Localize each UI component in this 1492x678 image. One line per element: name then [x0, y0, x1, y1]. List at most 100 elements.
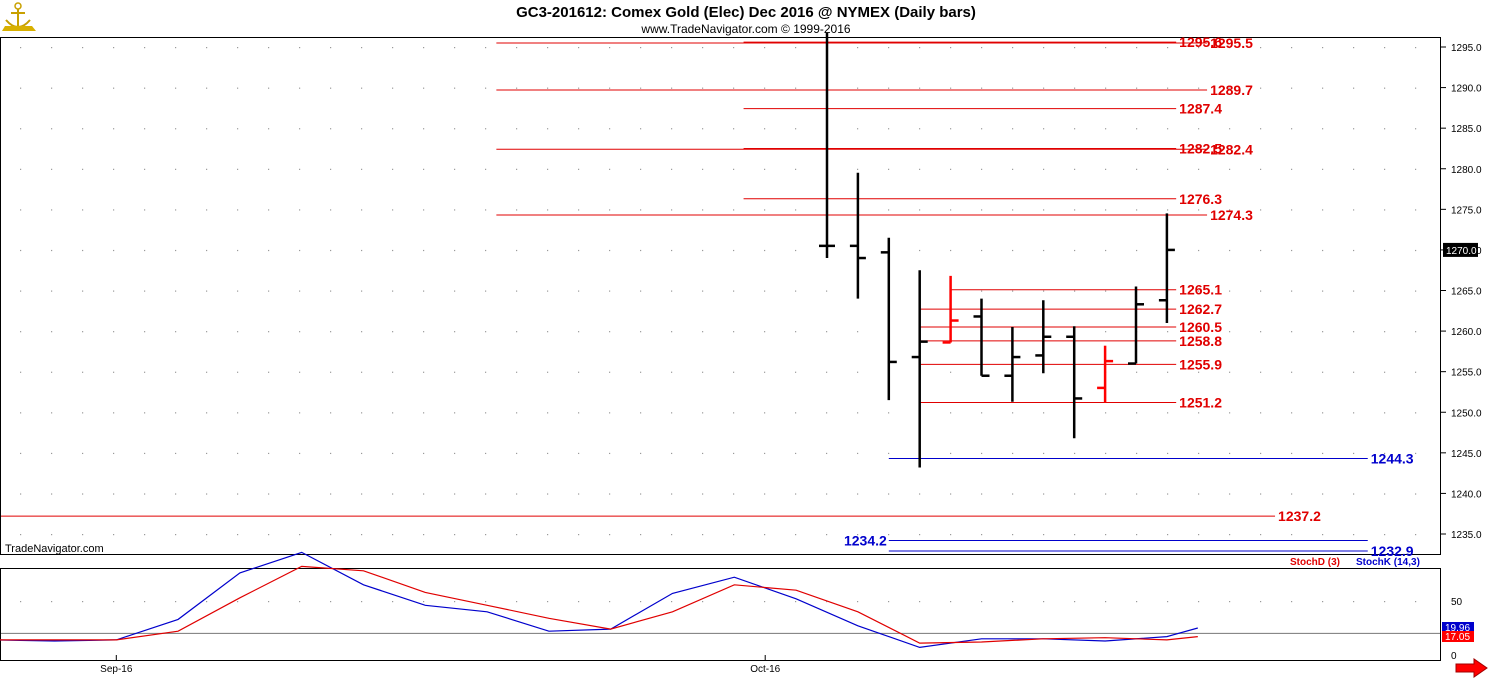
grid-dot [330, 452, 332, 455]
grid-dot [857, 452, 859, 455]
grid-dot [82, 290, 84, 292]
grid-dot [144, 168, 146, 170]
grid-dot [82, 249, 84, 252]
grid-dot [1384, 371, 1386, 373]
grid-dot [175, 452, 177, 455]
grid-dot [888, 601, 890, 603]
grid-dot [485, 534, 487, 536]
grid-dot [361, 168, 363, 170]
stochastic-panel [0, 568, 1441, 661]
grid-dot [733, 249, 735, 252]
grid-dot [1198, 331, 1200, 333]
grid-dot [1322, 534, 1324, 536]
grid-dot [547, 601, 549, 603]
grid-dot [1043, 168, 1045, 170]
grid-dot [1105, 47, 1107, 49]
grid-dot [1353, 412, 1355, 414]
grid-dot [1415, 168, 1417, 170]
grid-dot [113, 412, 115, 414]
grid-dot [547, 290, 549, 292]
level-label: 1274.3 [1210, 207, 1253, 223]
grid-dot [485, 168, 487, 170]
grid-dot [671, 168, 673, 170]
grid-dot [733, 534, 735, 536]
grid-dot [950, 128, 952, 130]
grid-dot [702, 493, 704, 495]
grid-dot [1353, 47, 1355, 49]
grid-dot [485, 87, 487, 89]
grid-dot [423, 412, 425, 414]
grid-dot [702, 87, 704, 89]
grid-dot [1012, 47, 1014, 49]
grid-dot [82, 128, 84, 130]
grid-dot [392, 47, 394, 49]
grid-dot [1415, 493, 1417, 495]
grid-dot [1384, 601, 1386, 603]
grid-dot [640, 601, 642, 603]
grid-dot [1012, 452, 1014, 455]
grid-dot [454, 601, 456, 603]
grid-dot [485, 209, 487, 211]
grid-dot [1198, 47, 1200, 49]
grid-dot [1229, 412, 1231, 414]
grid-dot [1384, 128, 1386, 130]
grid-dot [392, 601, 394, 603]
grid-dot [144, 601, 146, 603]
red-right-arrow-icon[interactable] [1455, 658, 1488, 678]
grid-dot [299, 87, 301, 89]
grid-dot [1322, 412, 1324, 414]
grid-dot [268, 331, 270, 333]
grid-dot [888, 412, 890, 414]
grid-dot [1384, 290, 1386, 292]
grid-dot [826, 331, 828, 333]
grid-dot [826, 493, 828, 495]
grid-dot [950, 412, 952, 414]
grid-dot [1198, 534, 1200, 536]
grid-dot [1384, 331, 1386, 333]
grid-dot [1074, 209, 1076, 211]
grid-dot [1043, 87, 1045, 89]
grid-dot [113, 249, 115, 252]
grid-dot [1384, 87, 1386, 89]
grid-dot [888, 493, 890, 495]
grid-dot [516, 128, 518, 130]
grid-dot [1260, 128, 1262, 130]
grid-dot [82, 601, 84, 603]
grid-dot [640, 371, 642, 373]
grid-dot [51, 371, 53, 373]
grid-dot [1384, 209, 1386, 211]
grid-dot [733, 452, 735, 455]
grid-dot [733, 168, 735, 170]
price-grid [20, 47, 1417, 536]
grid-dot [516, 47, 518, 49]
grid-dot [361, 493, 363, 495]
grid-dot [1136, 371, 1138, 373]
grid-dot [51, 290, 53, 292]
grid-dot [516, 371, 518, 373]
grid-dot [888, 87, 890, 89]
grid-dot [51, 601, 53, 603]
grid-dot [888, 47, 890, 49]
grid-dot [1353, 249, 1355, 252]
grid-dot [485, 249, 487, 252]
grid-dot [1353, 493, 1355, 495]
grid-dot [51, 87, 53, 89]
grid-dot [268, 371, 270, 373]
grid-dot [268, 87, 270, 89]
grid-dot [485, 412, 487, 414]
grid-dot [1322, 452, 1324, 455]
grid-dot [206, 168, 208, 170]
grid-dot [1322, 128, 1324, 130]
grid-dot [671, 47, 673, 49]
grid-dot [733, 331, 735, 333]
grid-dot [733, 87, 735, 89]
grid-dot [1260, 601, 1262, 603]
grid-dot [330, 601, 332, 603]
grid-dot [733, 371, 735, 373]
grid-dot [1415, 331, 1417, 333]
grid-dot [1260, 331, 1262, 333]
grid-dot [485, 452, 487, 455]
grid-dot [671, 249, 673, 252]
grid-dot [950, 371, 952, 373]
grid-dot [764, 209, 766, 211]
